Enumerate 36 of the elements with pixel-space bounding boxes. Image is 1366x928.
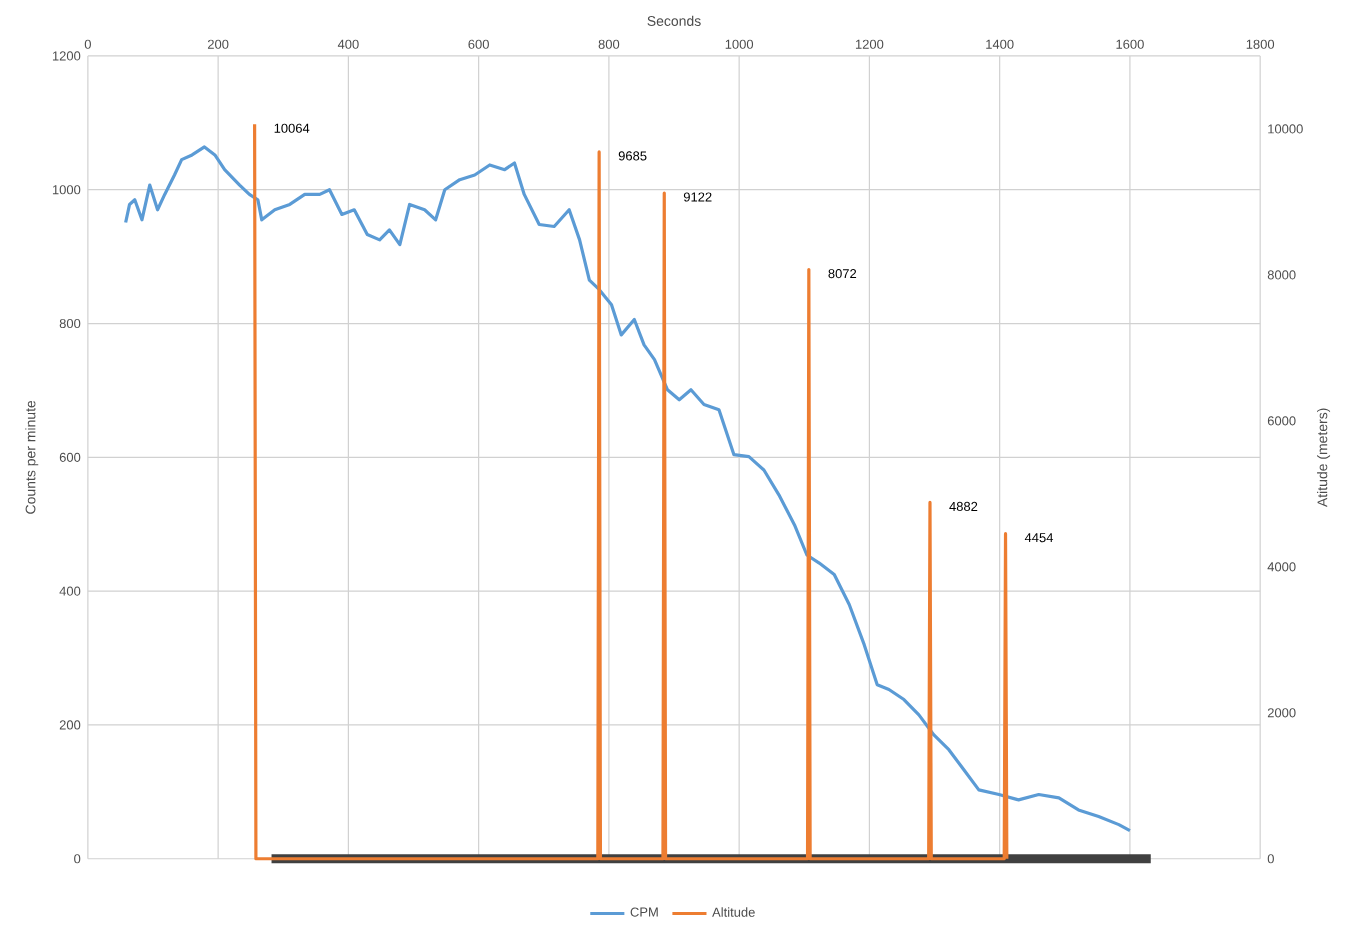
y-tick-label: 800 [59,319,81,329]
y-tick-label: 600 [59,452,81,463]
y2-tick-label: 2000 [1267,708,1296,718]
x-tick-label: 1600 [1116,39,1144,50]
x-tick-label: 1200 [855,39,884,50]
y2-tick-label: 10000 [1268,124,1303,134]
data-label: 4882 [949,502,978,512]
y-axis-title: Counts per minute [25,401,39,514]
y-tick-label: 200 [59,720,81,730]
x-tick-label: 1000 [725,39,754,50]
y-tick-label: 0 [74,854,81,864]
x-tick-label: 600 [468,39,489,50]
x-tick-label: 1400 [986,39,1014,50]
y2-tick-label: 0 [1267,854,1274,864]
x-tick-label: 400 [337,39,359,50]
y2-tick-label: 4000 [1267,562,1296,572]
data-label: 4454 [1024,533,1054,543]
data-label: 9685 [618,151,647,161]
data-label: 8072 [828,269,857,279]
x-tick-label: 800 [598,39,620,50]
line-series [253,122,1009,861]
legend-label: CPM [630,907,658,917]
y-tick-label: 1200 [52,51,81,61]
x-tick-label: 1800 [1246,39,1275,50]
y-tick-label: 400 [59,586,81,596]
x-axis-title: Seconds [647,15,701,27]
data-label: 9122 [683,192,712,202]
y2-tick-label: 8000 [1267,270,1296,280]
y2-axis-title: Atitude (meters) [1317,408,1331,508]
y-tick-label: 1000 [52,185,81,195]
data-label: 10064 [274,123,310,133]
y2-tick-label: 6000 [1267,416,1296,426]
line-series [124,145,1132,833]
x-tick-label: 0 [84,39,91,50]
x-tick-label: 200 [207,39,229,50]
legend-label: Altitude [712,907,755,917]
